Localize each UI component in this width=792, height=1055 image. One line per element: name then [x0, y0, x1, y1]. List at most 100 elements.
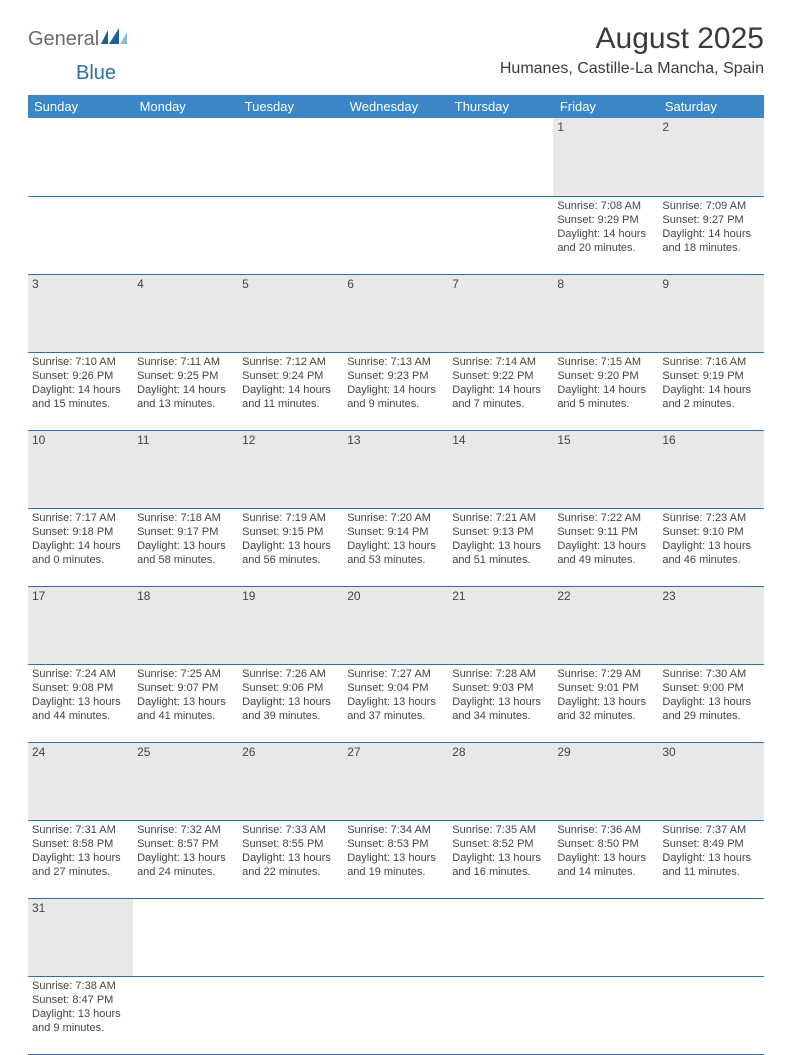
- sunrise-text: Sunrise: 7:13 AM: [347, 355, 444, 369]
- day-cell: Sunrise: 7:14 AMSunset: 9:22 PMDaylight:…: [448, 352, 553, 430]
- daylight-text: Daylight: 14 hours and 9 minutes.: [347, 383, 444, 411]
- day-header: Saturday: [658, 95, 763, 118]
- daylight-text: Daylight: 14 hours and 15 minutes.: [32, 383, 129, 411]
- daynum-row: 17181920212223: [28, 586, 764, 664]
- sunrise-text: Sunrise: 7:21 AM: [452, 511, 549, 525]
- daylight-text: Daylight: 13 hours and 19 minutes.: [347, 851, 444, 879]
- daylight-text: Daylight: 13 hours and 41 minutes.: [137, 695, 234, 723]
- sunrise-text: Sunrise: 7:09 AM: [662, 199, 759, 213]
- day-cell: Sunrise: 7:08 AMSunset: 9:29 PMDaylight:…: [553, 196, 658, 274]
- daylight-text: Daylight: 13 hours and 49 minutes.: [557, 539, 654, 567]
- day-number: 18: [133, 586, 238, 664]
- day-number: 16: [658, 430, 763, 508]
- sunset-text: Sunset: 9:06 PM: [242, 681, 339, 695]
- location: Humanes, Castille-La Mancha, Spain: [500, 60, 764, 78]
- sunset-text: Sunset: 9:14 PM: [347, 525, 444, 539]
- day-number: 26: [238, 742, 343, 820]
- day-number: 13: [343, 430, 448, 508]
- sunrise-text: Sunrise: 7:31 AM: [32, 823, 129, 837]
- day-number: [133, 898, 238, 976]
- daylight-text: Daylight: 14 hours and 7 minutes.: [452, 383, 549, 411]
- day-cell: Sunrise: 7:20 AMSunset: 9:14 PMDaylight:…: [343, 508, 448, 586]
- day-number: 27: [343, 742, 448, 820]
- sunset-text: Sunset: 8:52 PM: [452, 837, 549, 851]
- sunrise-text: Sunrise: 7:10 AM: [32, 355, 129, 369]
- day-number: 7: [448, 274, 553, 352]
- day-cell: Sunrise: 7:15 AMSunset: 9:20 PMDaylight:…: [553, 352, 658, 430]
- sunset-text: Sunset: 9:00 PM: [662, 681, 759, 695]
- day-number: 5: [238, 274, 343, 352]
- day-header: Monday: [133, 95, 238, 118]
- day-cell: Sunrise: 7:33 AMSunset: 8:55 PMDaylight:…: [238, 820, 343, 898]
- daylight-text: Daylight: 13 hours and 56 minutes.: [242, 539, 339, 567]
- daylight-text: Daylight: 14 hours and 0 minutes.: [32, 539, 129, 567]
- day-cell: Sunrise: 7:17 AMSunset: 9:18 PMDaylight:…: [28, 508, 133, 586]
- sunset-text: Sunset: 9:26 PM: [32, 369, 129, 383]
- sunset-text: Sunset: 9:11 PM: [557, 525, 654, 539]
- day-cell: [343, 976, 448, 1054]
- day-number: 25: [133, 742, 238, 820]
- daylight-text: Daylight: 13 hours and 46 minutes.: [662, 539, 759, 567]
- day-number: 6: [343, 274, 448, 352]
- sunrise-text: Sunrise: 7:27 AM: [347, 667, 444, 681]
- day-cell: Sunrise: 7:10 AMSunset: 9:26 PMDaylight:…: [28, 352, 133, 430]
- day-header: Wednesday: [343, 95, 448, 118]
- week-row: Sunrise: 7:08 AMSunset: 9:29 PMDaylight:…: [28, 196, 764, 274]
- day-number: 9: [658, 274, 763, 352]
- daylight-text: Daylight: 13 hours and 27 minutes.: [32, 851, 129, 879]
- day-cell: [553, 976, 658, 1054]
- day-number: [238, 898, 343, 976]
- sunrise-text: Sunrise: 7:25 AM: [137, 667, 234, 681]
- day-cell: [343, 196, 448, 274]
- daylight-text: Daylight: 14 hours and 5 minutes.: [557, 383, 654, 411]
- day-cell: Sunrise: 7:29 AMSunset: 9:01 PMDaylight:…: [553, 664, 658, 742]
- day-cell: Sunrise: 7:36 AMSunset: 8:50 PMDaylight:…: [553, 820, 658, 898]
- sunset-text: Sunset: 8:53 PM: [347, 837, 444, 851]
- sunset-text: Sunset: 9:15 PM: [242, 525, 339, 539]
- day-cell: [448, 196, 553, 274]
- day-number: 1: [553, 118, 658, 196]
- daylight-text: Daylight: 13 hours and 22 minutes.: [242, 851, 339, 879]
- day-cell: Sunrise: 7:28 AMSunset: 9:03 PMDaylight:…: [448, 664, 553, 742]
- daynum-row: 12: [28, 118, 764, 196]
- sunset-text: Sunset: 9:19 PM: [662, 369, 759, 383]
- day-number: 12: [238, 430, 343, 508]
- day-cell: [658, 976, 763, 1054]
- day-cell: [238, 196, 343, 274]
- sunrise-text: Sunrise: 7:14 AM: [452, 355, 549, 369]
- day-number: 4: [133, 274, 238, 352]
- day-cell: Sunrise: 7:34 AMSunset: 8:53 PMDaylight:…: [343, 820, 448, 898]
- sunrise-text: Sunrise: 7:37 AM: [662, 823, 759, 837]
- month-title: August 2025: [500, 22, 764, 56]
- day-cell: Sunrise: 7:12 AMSunset: 9:24 PMDaylight:…: [238, 352, 343, 430]
- day-number: 10: [28, 430, 133, 508]
- sunrise-text: Sunrise: 7:32 AM: [137, 823, 234, 837]
- day-number: [448, 898, 553, 976]
- sunrise-text: Sunrise: 7:11 AM: [137, 355, 234, 369]
- sunset-text: Sunset: 8:47 PM: [32, 993, 129, 1007]
- day-number: 28: [448, 742, 553, 820]
- sunrise-text: Sunrise: 7:36 AM: [557, 823, 654, 837]
- day-number: [28, 118, 133, 196]
- sunrise-text: Sunrise: 7:30 AM: [662, 667, 759, 681]
- daylight-text: Daylight: 13 hours and 34 minutes.: [452, 695, 549, 723]
- day-number: 30: [658, 742, 763, 820]
- day-number: [343, 118, 448, 196]
- day-number: 15: [553, 430, 658, 508]
- daynum-row: 24252627282930: [28, 742, 764, 820]
- week-row: Sunrise: 7:38 AMSunset: 8:47 PMDaylight:…: [28, 976, 764, 1054]
- day-number: 8: [553, 274, 658, 352]
- day-header: Thursday: [448, 95, 553, 118]
- day-header: Tuesday: [238, 95, 343, 118]
- sunrise-text: Sunrise: 7:12 AM: [242, 355, 339, 369]
- day-cell: Sunrise: 7:18 AMSunset: 9:17 PMDaylight:…: [133, 508, 238, 586]
- day-cell: Sunrise: 7:31 AMSunset: 8:58 PMDaylight:…: [28, 820, 133, 898]
- week-row: Sunrise: 7:10 AMSunset: 9:26 PMDaylight:…: [28, 352, 764, 430]
- sunset-text: Sunset: 9:13 PM: [452, 525, 549, 539]
- sunset-text: Sunset: 9:07 PM: [137, 681, 234, 695]
- sunset-text: Sunset: 9:18 PM: [32, 525, 129, 539]
- sunrise-text: Sunrise: 7:18 AM: [137, 511, 234, 525]
- sunset-text: Sunset: 8:49 PM: [662, 837, 759, 851]
- sunset-text: Sunset: 9:04 PM: [347, 681, 444, 695]
- sunrise-text: Sunrise: 7:16 AM: [662, 355, 759, 369]
